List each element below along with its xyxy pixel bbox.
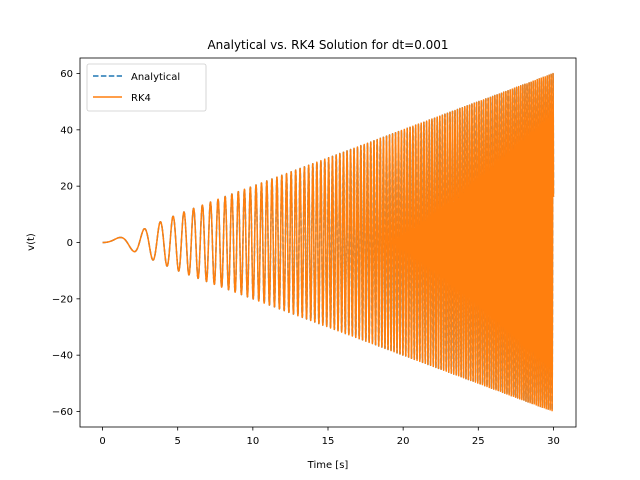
y-tick-label: −60 bbox=[52, 407, 73, 418]
x-axis-ticks: 0 5 10 15 20 25 30 bbox=[99, 427, 560, 447]
x-tick-label: 30 bbox=[547, 436, 560, 447]
x-tick-label: 20 bbox=[397, 436, 410, 447]
legend-analytical-label: Analytical bbox=[131, 72, 180, 83]
x-tick-label: 25 bbox=[472, 436, 485, 447]
x-tick-label: 0 bbox=[99, 436, 105, 447]
legend: Analytical RK4 bbox=[86, 63, 207, 112]
y-axis-label: v(t) bbox=[26, 233, 37, 251]
legend-rk4-label: RK4 bbox=[131, 93, 151, 104]
chart-title: Analytical vs. RK4 Solution for dt=0.001 bbox=[207, 38, 448, 52]
y-tick-label: 20 bbox=[60, 182, 73, 193]
x-axis-label: Time [s] bbox=[307, 460, 349, 471]
y-tick-label: 0 bbox=[67, 238, 73, 249]
y-tick-label: 60 bbox=[60, 69, 73, 80]
y-tick-label: −20 bbox=[52, 294, 73, 305]
series-line-rk4 bbox=[101, 72, 555, 412]
x-tick-label: 15 bbox=[322, 436, 335, 447]
x-tick-label: 10 bbox=[246, 436, 259, 447]
x-tick-label: 5 bbox=[175, 436, 181, 447]
y-tick-label: 40 bbox=[60, 125, 73, 136]
y-tick-label: −40 bbox=[52, 351, 73, 362]
series-layer bbox=[101, 72, 555, 412]
y-axis-ticks: −60 −40 −20 0 20 40 60 bbox=[52, 69, 80, 418]
